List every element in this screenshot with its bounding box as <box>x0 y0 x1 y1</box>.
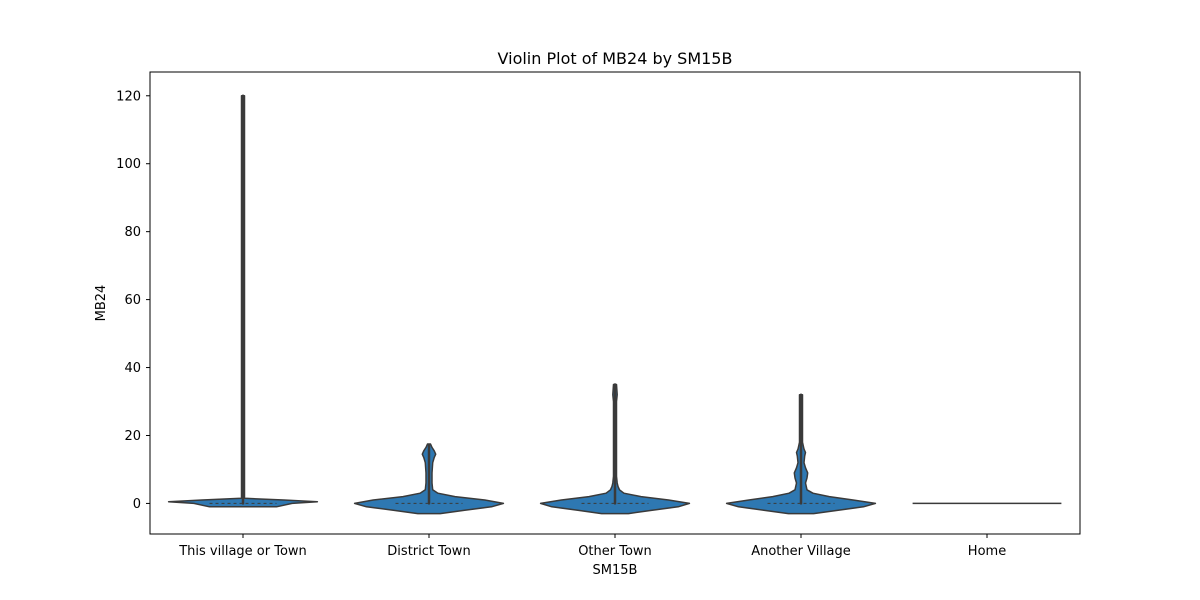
x-tick-label: Another Village <box>751 544 851 559</box>
violin-group <box>167 94 1062 515</box>
chart-title: Violin Plot of MB24 by SM15B <box>498 49 733 68</box>
y-axis-title: MB24 <box>94 285 109 322</box>
x-axis-title: SM15B <box>593 563 638 578</box>
y-tick-label: 60 <box>124 293 141 308</box>
y-tick-label: 100 <box>116 157 141 172</box>
y-tick-label: 120 <box>116 89 141 104</box>
y-axis: 0 20 40 60 80 100 120 <box>116 89 150 512</box>
y-tick-label: 0 <box>133 497 141 512</box>
x-tick-label: District Town <box>387 544 470 559</box>
y-tick-label: 80 <box>124 225 141 240</box>
x-axis: This village or Town District Town Other T… <box>178 534 1006 559</box>
x-tick-label: This village or Town <box>178 544 307 559</box>
x-tick-label: Other Town <box>578 544 652 559</box>
y-tick-label: 20 <box>124 429 141 444</box>
y-tick-label: 40 <box>124 361 141 376</box>
x-tick-label: Home <box>968 544 1006 559</box>
